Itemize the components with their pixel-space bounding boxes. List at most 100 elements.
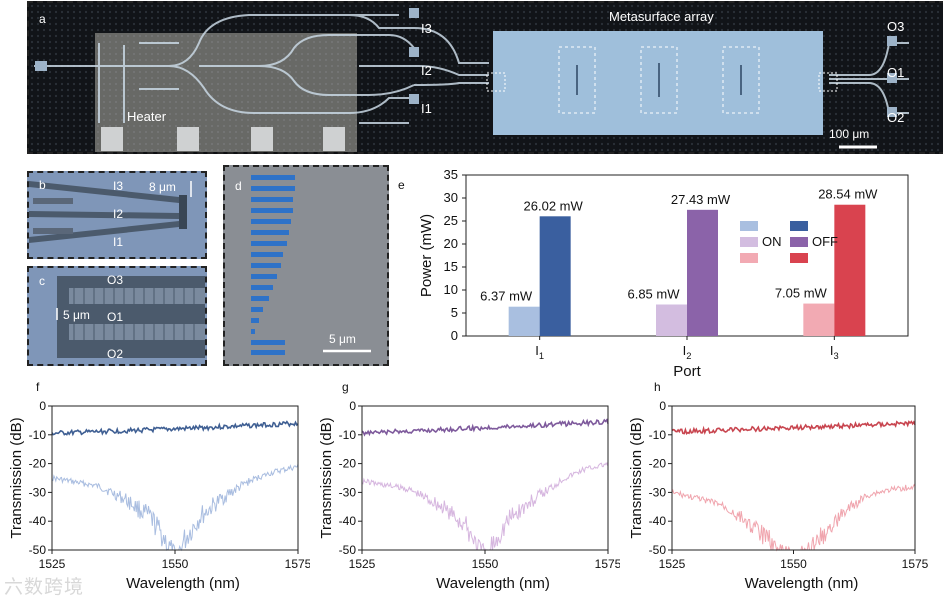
panel-letter: f — [36, 380, 40, 394]
metasurface-array — [493, 31, 823, 135]
panel-letter: d — [235, 179, 242, 193]
spectrum-on — [51, 420, 299, 437]
legend-swatch-on — [740, 221, 758, 231]
dimension-label: 8 μm — [149, 180, 176, 194]
y-tick-label: -10 — [29, 428, 47, 442]
spectrum-on — [361, 418, 609, 437]
data-label: 7.05 mW — [775, 286, 828, 301]
scalebar-label: 100 μm — [829, 127, 870, 141]
data-label: 27.43 mW — [671, 192, 731, 207]
panel-f: 0 -10 -20 -30 -40 -50 1525 1550 1575 Wavelength (… — [0, 378, 312, 606]
label-i2: I2 — [113, 207, 124, 221]
y-tick-label: -40 — [29, 514, 47, 528]
y-tick-label: -50 — [29, 543, 47, 557]
x-tick-label: 1575 — [285, 557, 310, 571]
array-title: Metasurface array — [609, 9, 714, 24]
y-tick-label: 5 — [451, 305, 458, 320]
panel-letter: c — [39, 274, 45, 288]
label-o2: O2 — [107, 347, 124, 361]
x-tick-label: 1550 — [472, 557, 499, 571]
bar-off — [687, 209, 718, 336]
legend-label-on: ON — [762, 234, 782, 249]
panel-d-micrograph — [251, 175, 371, 355]
heater-label: Heater — [127, 109, 167, 124]
x-tick-label: 1575 — [902, 557, 929, 571]
x-tick-label: 1575 — [595, 557, 620, 571]
x-tick-label: 1525 — [659, 557, 686, 571]
x-tick-label: 1525 — [39, 557, 66, 571]
x-axis-label: Wavelength (nm) — [436, 575, 550, 592]
legend-swatch-on — [740, 237, 758, 247]
legend-swatch-off — [790, 253, 808, 263]
y-axis-label: Power (mW) — [418, 214, 435, 297]
legend-swatch-off — [790, 221, 808, 231]
panel-h: 0 -10 -20 -30 -40 -50 1525 1550 1575 Wavelength (… — [620, 378, 943, 606]
panel-b-micrograph — [29, 181, 192, 243]
waveguide-network — [34, 14, 909, 124]
heater-pad — [323, 127, 345, 151]
y-tick-label: 0 — [659, 399, 666, 413]
spectrum-on — [671, 420, 916, 436]
y-tick-label: 15 — [444, 259, 458, 274]
y-tick-label: 25 — [444, 213, 458, 228]
panel-b: b I3 I2 I1 8 μm — [27, 171, 207, 259]
panel-c-micrograph — [56, 276, 205, 358]
x-tick-label: 1550 — [162, 557, 189, 571]
y-tick-label: 35 — [444, 167, 458, 182]
x-tick-label: I2 — [683, 343, 692, 361]
bar-on — [508, 306, 540, 336]
y-tick-label: -30 — [649, 485, 667, 499]
y-axis-label: Transmission (dB) — [8, 417, 25, 538]
scalebar-label: 5 μm — [329, 332, 356, 346]
legend-swatch-on — [740, 253, 758, 263]
panel-letter: b — [39, 178, 46, 192]
panel-c: c O3 O1 O2 5 μm — [27, 266, 207, 366]
label-o1: O1 — [107, 310, 124, 324]
spectrum-off — [671, 483, 916, 552]
panel-g: 0 -10 -20 -30 -40 -50 1525 1550 1575 Wavelength (… — [310, 378, 622, 606]
spectrum-off — [361, 461, 609, 552]
y-axis-label: Transmission (dB) — [318, 417, 335, 538]
y-tick-label: -50 — [339, 543, 357, 557]
x-tick-label: 1525 — [349, 557, 376, 571]
port-label-i3: I3 — [421, 21, 432, 36]
x-tick-label: 1550 — [780, 557, 807, 571]
spectrum-off — [51, 463, 299, 552]
panel-letter: a — [39, 12, 46, 26]
y-tick-label: 10 — [444, 282, 458, 297]
port-label-i2: I2 — [421, 63, 432, 78]
port-label-o2: O2 — [887, 110, 905, 125]
x-axis-label: Port — [673, 363, 701, 380]
x-tick-label: I3 — [830, 343, 839, 361]
panel-letter: h — [654, 380, 661, 394]
y-tick-label: -50 — [649, 543, 667, 557]
panel-letter: g — [342, 380, 349, 394]
data-label: 26.02 mW — [524, 198, 584, 213]
watermark: 六数跨境 — [4, 576, 85, 598]
legend-label-off: OFF — [812, 234, 838, 249]
heater-pad — [251, 127, 273, 151]
y-tick-label: -10 — [339, 428, 357, 442]
y-tick-label: -10 — [649, 428, 667, 442]
heater-pad — [101, 127, 123, 151]
y-tick-label: -20 — [339, 457, 357, 471]
y-tick-label: 0 — [451, 328, 458, 343]
panel-a-micrograph — [29, 3, 943, 152]
port-label-i1: I1 — [421, 101, 432, 116]
label-o3: O3 — [107, 273, 124, 287]
x-axis-label: Wavelength (nm) — [745, 575, 859, 592]
y-tick-label: 0 — [39, 399, 46, 413]
y-tick-label: -30 — [29, 485, 47, 499]
y-tick-label: -30 — [339, 485, 357, 499]
legend-swatch-off — [790, 237, 808, 247]
y-tick-label: 0 — [349, 399, 356, 413]
y-tick-label: -40 — [339, 514, 357, 528]
zoom-box — [486, 72, 506, 92]
chart-e: 0 5 10 15 20 25 30 35 I1 6.37 mW 26.02 mW I2 6.85 mW… — [418, 167, 909, 380]
heater-pad — [177, 127, 199, 151]
panel-a: a Metasurface array Heater I3 I2 I1 O3 O… — [27, 1, 943, 154]
y-axis-label: Transmission (dB) — [628, 417, 645, 538]
